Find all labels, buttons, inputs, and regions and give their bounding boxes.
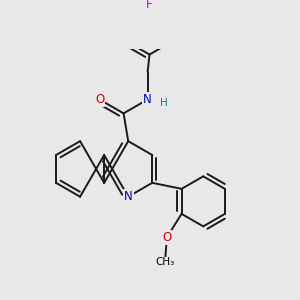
Text: O: O bbox=[162, 231, 172, 244]
Text: N: N bbox=[143, 93, 152, 106]
Text: O: O bbox=[95, 93, 104, 106]
Text: N: N bbox=[124, 190, 133, 203]
Text: F: F bbox=[146, 0, 153, 11]
Text: CH₃: CH₃ bbox=[155, 257, 175, 267]
Text: H: H bbox=[160, 98, 168, 108]
